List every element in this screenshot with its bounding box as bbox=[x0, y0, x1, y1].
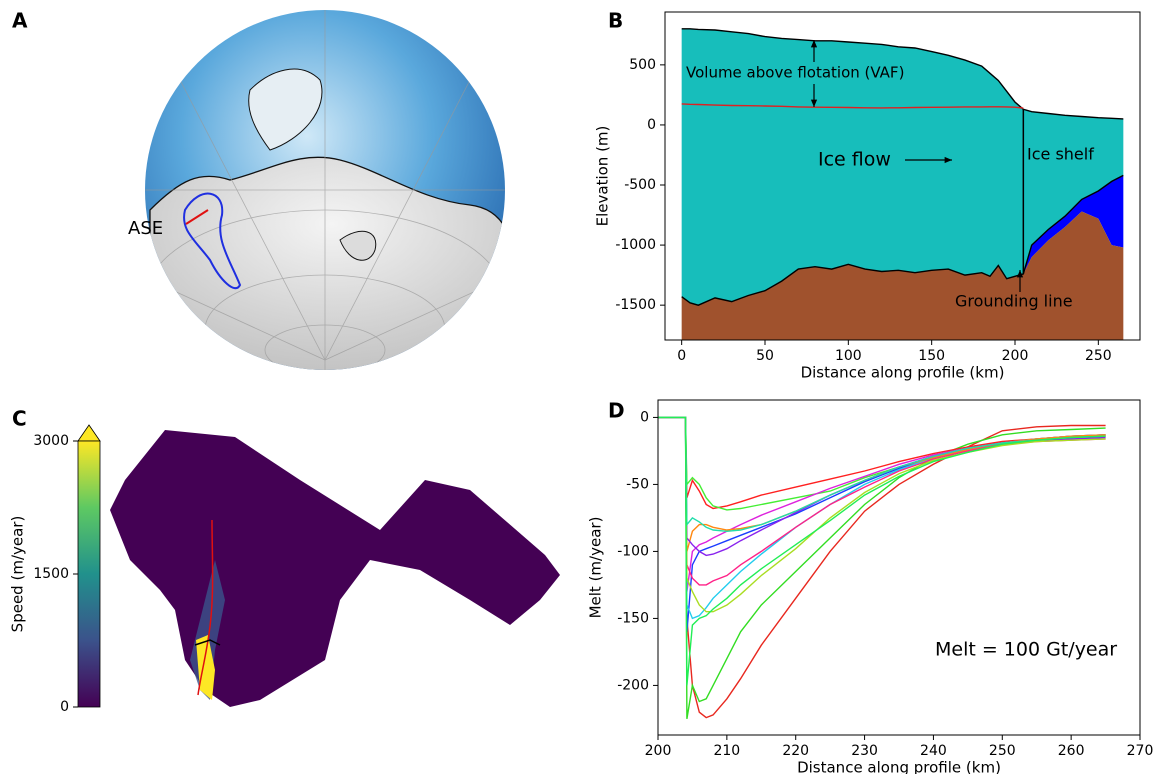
globe bbox=[145, 10, 505, 370]
panel-label: B bbox=[608, 9, 623, 33]
x-tick-label: 100 bbox=[835, 348, 862, 364]
melt-line bbox=[658, 416, 1106, 686]
x-tick-label: 250 bbox=[1085, 348, 1112, 364]
colorbar-label: Speed (m/year) bbox=[9, 516, 27, 633]
arrow-head bbox=[944, 156, 952, 164]
ice-area bbox=[681, 28, 1124, 306]
melt-line bbox=[658, 416, 1106, 613]
x-axis-label: Distance along profile (km) bbox=[801, 364, 1005, 382]
x-axis-label: Distance along profile (km) bbox=[797, 759, 1001, 775]
melt-line bbox=[658, 416, 1106, 719]
annotation: Volume above flotation (VAF) bbox=[686, 64, 904, 82]
y-tick-label: -1000 bbox=[615, 237, 656, 253]
melt-line bbox=[658, 416, 1106, 586]
y-tick-label: -150 bbox=[617, 610, 649, 626]
y-tick-label: -1500 bbox=[615, 297, 656, 313]
panel-label: C bbox=[12, 407, 27, 431]
x-tick-label: 220 bbox=[782, 743, 809, 759]
melt-line bbox=[658, 416, 1106, 510]
y-tick-label: -50 bbox=[626, 476, 649, 492]
x-tick-label: 260 bbox=[1058, 743, 1085, 759]
x-tick-label: 200 bbox=[645, 743, 672, 759]
arrow-head bbox=[810, 99, 818, 107]
colorbar-tick-label: 0 bbox=[60, 699, 69, 715]
arrow-head bbox=[1016, 270, 1024, 278]
y-axis-label: Melt (m/year) bbox=[587, 517, 605, 619]
plot-frame bbox=[657, 399, 1141, 736]
profile-line bbox=[681, 28, 1124, 120]
profile-line bbox=[681, 103, 1024, 109]
colorbar-tick-label: 1500 bbox=[33, 566, 69, 582]
melt-line bbox=[658, 416, 1106, 720]
y-tick-label: 0 bbox=[640, 409, 649, 425]
x-tick-label: 150 bbox=[918, 348, 945, 364]
y-tick-label: 0 bbox=[647, 117, 656, 133]
x-tick-label: 200 bbox=[1002, 348, 1029, 364]
y-tick-label: -500 bbox=[624, 177, 656, 193]
x-tick-label: 210 bbox=[713, 743, 740, 759]
x-tick-label: 50 bbox=[756, 348, 774, 364]
x-tick-label: 250 bbox=[989, 743, 1016, 759]
y-axis-label: Elevation (m) bbox=[594, 126, 612, 227]
x-tick-label: 230 bbox=[851, 743, 878, 759]
y-tick-label: -100 bbox=[617, 543, 649, 559]
melt-line bbox=[658, 416, 1106, 533]
x-tick-label: 240 bbox=[920, 743, 947, 759]
plot-frame bbox=[664, 11, 1141, 341]
speed-map bbox=[77, 424, 560, 708]
panel-label: A bbox=[12, 9, 28, 33]
annotation: Melt = 100 Gt/year bbox=[935, 639, 1117, 661]
panel-label: D bbox=[608, 399, 625, 423]
melt-line bbox=[658, 416, 1106, 620]
y-tick-label: -200 bbox=[617, 677, 649, 693]
annotation: Ice flow bbox=[818, 149, 891, 171]
annotation: Ice shelf bbox=[1027, 145, 1094, 164]
x-tick-label: 0 bbox=[677, 348, 686, 364]
melt-line bbox=[658, 416, 1106, 592]
colorbar-tick-label: 3000 bbox=[33, 433, 69, 449]
arrow-head bbox=[810, 40, 818, 48]
profile-line bbox=[681, 174, 1124, 306]
bed-area bbox=[681, 211, 1124, 340]
map-label: ASE bbox=[128, 218, 163, 239]
x-tick-label: 270 bbox=[1127, 743, 1154, 759]
annotation: Grounding line bbox=[955, 292, 1073, 311]
y-tick-label: 500 bbox=[629, 57, 656, 73]
